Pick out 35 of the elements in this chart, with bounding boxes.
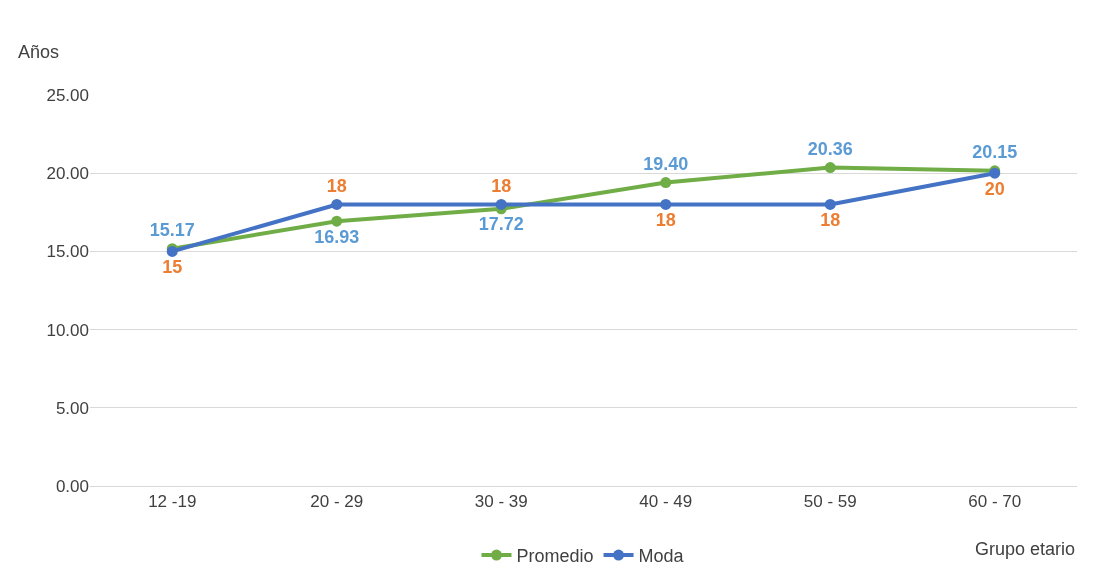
y-tick-label: 10.00 — [46, 320, 89, 340]
data-label: 17.72 — [478, 214, 524, 235]
x-tick-label: 20 - 29 — [310, 492, 364, 512]
y-axis-title: Años — [18, 42, 60, 62]
data-label: 18 — [655, 209, 676, 230]
x-tick-label: 60 - 70 — [968, 492, 1022, 512]
data-label: 18 — [491, 176, 512, 197]
data-label: 19.40 — [643, 154, 689, 175]
data-label: 20 — [984, 178, 1005, 199]
data-label: 18 — [326, 176, 347, 197]
x-tick-label: 12 -19 — [148, 492, 197, 512]
point — [331, 215, 343, 227]
data-label: 18 — [820, 209, 841, 230]
legend-label: Promedio — [516, 546, 594, 567]
y-tick-label: 20.00 — [46, 164, 89, 184]
data-label: 20.36 — [807, 139, 853, 160]
data-label: 15.17 — [149, 220, 195, 241]
point — [495, 198, 507, 210]
data-label: 15 — [162, 256, 183, 277]
point — [331, 198, 343, 210]
x-tick-label: 30 - 39 — [474, 492, 528, 512]
x-tick-label: 40 - 49 — [639, 492, 693, 512]
y-tick-label: 15.00 — [46, 242, 89, 262]
point — [824, 162, 836, 174]
y-tick-label: 25.00 — [46, 85, 89, 105]
legend-label: Moda — [638, 546, 685, 567]
point — [824, 198, 836, 210]
x-axis-title: Grupo etario — [975, 539, 1076, 559]
point — [660, 177, 672, 189]
x-tick-label: 50 - 59 — [803, 492, 857, 512]
data-label: 16.93 — [314, 226, 360, 247]
data-label: 20.15 — [972, 142, 1018, 163]
y-tick-label: 0.00 — [55, 476, 89, 496]
point — [660, 198, 672, 210]
y-tick-label: 5.00 — [55, 398, 89, 418]
